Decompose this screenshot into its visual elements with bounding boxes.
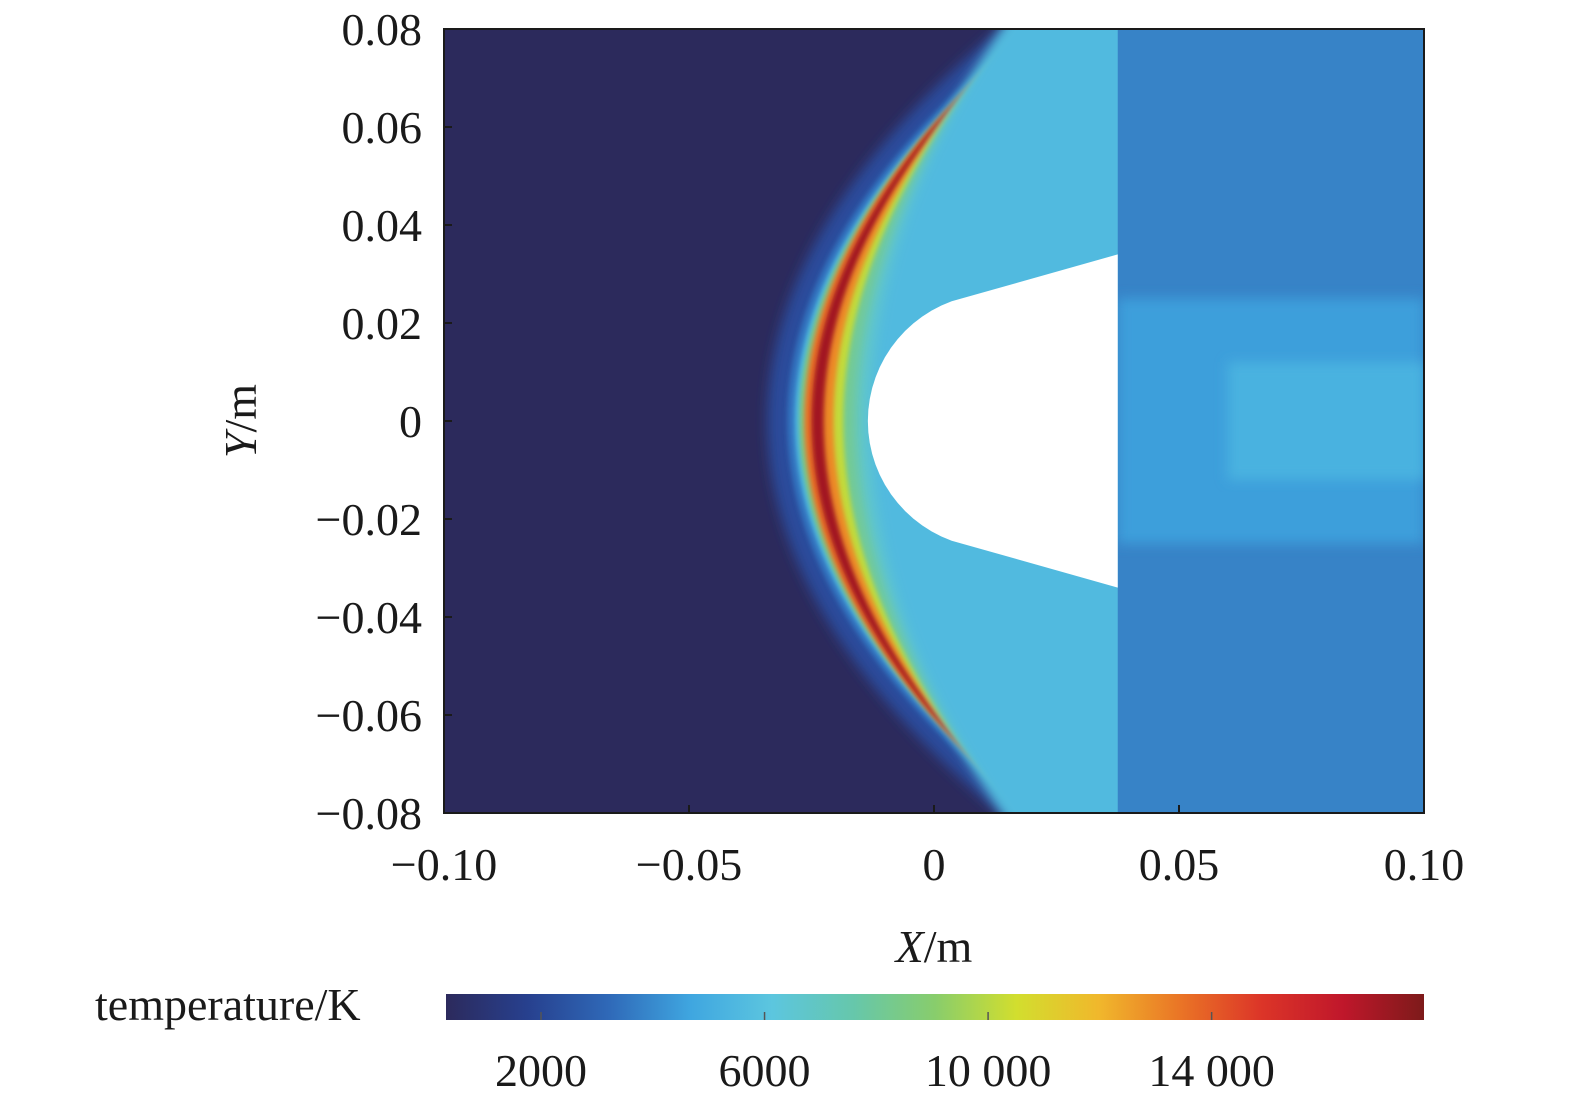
reentry-body — [867, 254, 1118, 588]
y-tick-labels: 0.08 0.06 0.04 0.02 0 −0.02 −0.04 −0.06 −0.08 — [316, 4, 422, 839]
wake-centerline — [1228, 362, 1424, 480]
colorbar-title: temperature/K — [95, 979, 361, 1030]
y-tick-label: 0.06 — [342, 102, 423, 153]
x-axis-label: X/m — [894, 921, 973, 972]
x-tick-label: −0.10 — [391, 839, 497, 890]
colorbar-tick-label: 14 000 — [1148, 1045, 1275, 1096]
colorbar-tick-label: 2000 — [495, 1045, 587, 1096]
y-tick-label: 0.02 — [342, 298, 423, 349]
temperature-field — [767, 29, 1424, 813]
y-tick-label: 0 — [399, 396, 422, 447]
x-tick-label: 0 — [923, 839, 946, 890]
x-tick-marks — [443, 805, 1425, 813]
colorbar-ticks — [540, 1012, 1213, 1020]
x-tick-label: 0.05 — [1139, 839, 1220, 890]
x-tick-labels: −0.10 −0.05 0 0.05 0.10 — [391, 839, 1464, 890]
colorbar-tick-label: 10 000 — [925, 1045, 1052, 1096]
y-tick-label: 0.04 — [342, 200, 423, 251]
colorbar-tick-label: 6000 — [719, 1045, 811, 1096]
y-tick-label: 0.08 — [342, 4, 423, 55]
y-tick-marks — [444, 28, 452, 814]
colorbar-gradient — [446, 994, 1424, 1020]
y-tick-label: −0.02 — [316, 494, 422, 545]
x-tick-label: −0.05 — [636, 839, 742, 890]
colorbar: temperature/K 2000 6000 10 000 14 000 — [95, 979, 1424, 1096]
y-axis-label: Y/m — [215, 384, 266, 458]
y-tick-label: −0.04 — [316, 592, 422, 643]
y-tick-label: −0.08 — [316, 788, 422, 839]
colorbar-tick-labels: 2000 6000 10 000 14 000 — [495, 1045, 1275, 1096]
y-tick-label: −0.06 — [316, 690, 422, 741]
x-tick-label: 0.10 — [1384, 839, 1465, 890]
plot-area — [443, 28, 1425, 814]
